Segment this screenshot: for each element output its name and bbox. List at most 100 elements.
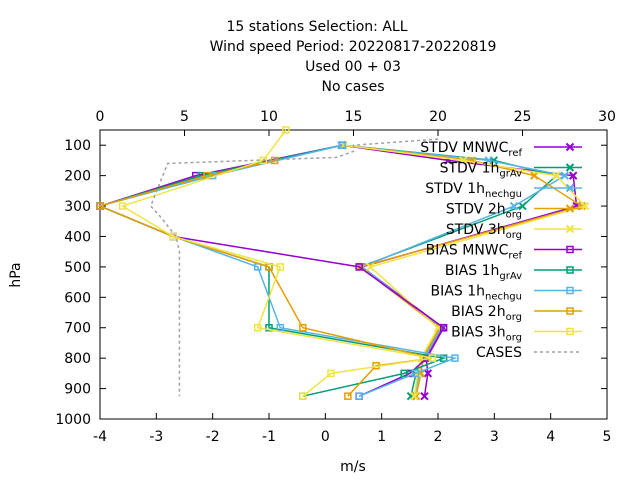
x-axis-bottom: -4 -3 -2 -1 0 1 2 3 4 5 [93, 413, 611, 445]
x2-tick-label: 5 [180, 109, 189, 125]
legend-label-base: STDV MNWC [420, 140, 508, 156]
x2-tick-label: 25 [514, 109, 532, 125]
point-marker [566, 286, 574, 295]
series-bias-1h-nechgu [96, 141, 459, 400]
point-marker [411, 369, 420, 378]
legend-label-base: CASES [476, 345, 522, 361]
legend-label-base: STDV 1h [425, 181, 485, 197]
x2-tick-label: 0 [96, 109, 105, 125]
point-marker [423, 369, 433, 378]
y-tick-label: 700 [64, 321, 91, 337]
point-marker [265, 323, 273, 332]
point-marker [410, 391, 419, 401]
point-marker [580, 201, 590, 211]
legend-label-sub: org [506, 312, 522, 323]
y-tick-label: 600 [64, 290, 91, 306]
point-marker [299, 392, 307, 400]
point-marker [509, 201, 519, 211]
legend-label-base: BIAS 1h [445, 263, 499, 279]
x-tick-label: -4 [93, 429, 107, 445]
point-marker [270, 156, 279, 165]
legend-label-sub: grAv [499, 169, 522, 180]
point-marker [420, 391, 429, 401]
legend-entry: STDV MNWCref [420, 140, 582, 159]
x-tick-label: 4 [546, 429, 555, 445]
point-marker [118, 202, 127, 210]
point-marker [439, 354, 448, 362]
point-marker [566, 266, 574, 274]
title-line-2: Wind speed Period: 20220817-20220819 [210, 39, 497, 55]
legend-label: STDV 1hnechgu [425, 181, 522, 200]
legend-label-base: BIAS 2h [451, 304, 505, 320]
x2-tick-label: 20 [429, 109, 447, 125]
legend-entry: BIAS 3horg [451, 325, 582, 344]
y-axis-label: hPa [8, 262, 24, 287]
point-marker [276, 263, 285, 271]
legend-label-base: STDV 2h [446, 202, 506, 218]
x-tick-label: 2 [434, 429, 443, 445]
series-line [149, 138, 439, 397]
x2-tick-label: 10 [260, 109, 278, 125]
legend-label-sub: ref [508, 148, 522, 159]
y-tick-label: 800 [64, 351, 91, 367]
legend-label-sub: org [506, 333, 522, 344]
point-marker [366, 262, 375, 272]
x-tick-label: -2 [206, 429, 220, 445]
legend-label-base: BIAS 3h [451, 325, 505, 341]
legend-entry: STDV 3horg [446, 222, 582, 241]
legend-label-base: STDV 3h [446, 222, 506, 238]
point-marker [338, 141, 346, 149]
point-marker [518, 201, 527, 211]
legend-label: BIAS 1hnechgu [431, 284, 522, 303]
legend-label: BIAS 1hgrAv [445, 263, 522, 282]
y-tick-label: 400 [64, 229, 91, 245]
legend-entry: STDV 1hnechgu [425, 181, 582, 200]
legend-label-sub: org [506, 230, 522, 241]
legend-entry: STDV 1hgrAv [440, 161, 582, 180]
point-marker [565, 183, 575, 193]
x-tick-label: 5 [603, 429, 612, 445]
point-marker [552, 171, 561, 180]
y-tick-label: 900 [64, 382, 91, 398]
legend-label: STDV MNWCref [420, 140, 522, 159]
point-marker [566, 327, 574, 336]
point-marker [355, 392, 363, 400]
legend-entry: BIAS 2horg [451, 304, 582, 323]
x-axis-top: 0 5 10 15 20 25 30 [96, 109, 616, 136]
title-line-1: 15 stations Selection: ALL [226, 19, 407, 35]
point-marker [568, 171, 578, 180]
legend-label-base: BIAS MNWC [426, 243, 509, 259]
point-marker [565, 204, 575, 213]
x-tick-label: 0 [321, 429, 330, 445]
x-tick-label: 1 [377, 429, 386, 445]
point-marker [565, 224, 575, 234]
legend-entry: STDV 2horg [446, 202, 582, 221]
x-tick-label: -1 [262, 429, 276, 445]
point-marker [439, 323, 448, 332]
title-line-4: No cases [322, 79, 385, 95]
point-marker [282, 126, 290, 134]
y-tick-label: 300 [64, 199, 91, 215]
legend-label-sub: nechgu [485, 292, 522, 303]
x-tick-label: 3 [490, 429, 499, 445]
point-marker [259, 156, 268, 165]
chart-title: 15 stations Selection: ALL Wind speed Pe… [210, 19, 497, 95]
point-marker [276, 323, 285, 332]
point-marker [565, 163, 575, 172]
legend-entry: BIAS MNWCref [426, 243, 582, 262]
legend-label: BIAS 3horg [451, 325, 522, 344]
x2-tick-label: 30 [598, 109, 616, 125]
point-marker [484, 156, 493, 165]
point-marker [530, 171, 539, 180]
y-axis: 100 200 300 400 500 600 700 800 900 1000 [55, 138, 607, 428]
legend-label: STDV 1hgrAv [440, 161, 522, 180]
point-marker [566, 307, 574, 315]
legend-label: STDV 3horg [446, 222, 522, 241]
series-layer [96, 126, 590, 401]
legend-label-sub: grAv [499, 271, 522, 282]
series-bias-3h-org [118, 126, 437, 400]
point-marker [428, 354, 437, 362]
point-marker [299, 323, 307, 332]
